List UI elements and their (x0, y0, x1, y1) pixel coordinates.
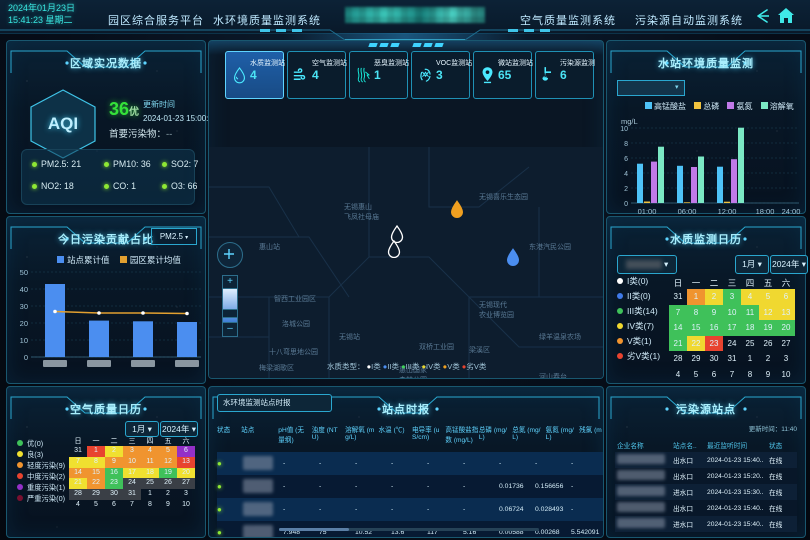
svg-text:12:00: 12:00 (718, 207, 737, 216)
svg-text:40: 40 (20, 285, 28, 294)
svg-text:0: 0 (624, 201, 628, 208)
svg-text:20: 20 (20, 319, 28, 328)
svg-text:0: 0 (24, 353, 28, 362)
svg-text:4: 4 (624, 171, 628, 178)
svg-text:30: 30 (20, 302, 28, 311)
svg-text:8: 8 (624, 141, 628, 148)
svg-text:10: 10 (20, 336, 28, 345)
svg-text:24:00: 24:00 (782, 207, 801, 216)
svg-text:18:00: 18:00 (756, 207, 775, 216)
svg-text:2: 2 (624, 186, 628, 193)
svg-text:06:00: 06:00 (678, 207, 697, 216)
svg-text:50: 50 (20, 268, 28, 277)
svg-text:10: 10 (620, 126, 628, 133)
svg-text:01:00: 01:00 (638, 207, 657, 216)
svg-text:6: 6 (624, 156, 628, 163)
